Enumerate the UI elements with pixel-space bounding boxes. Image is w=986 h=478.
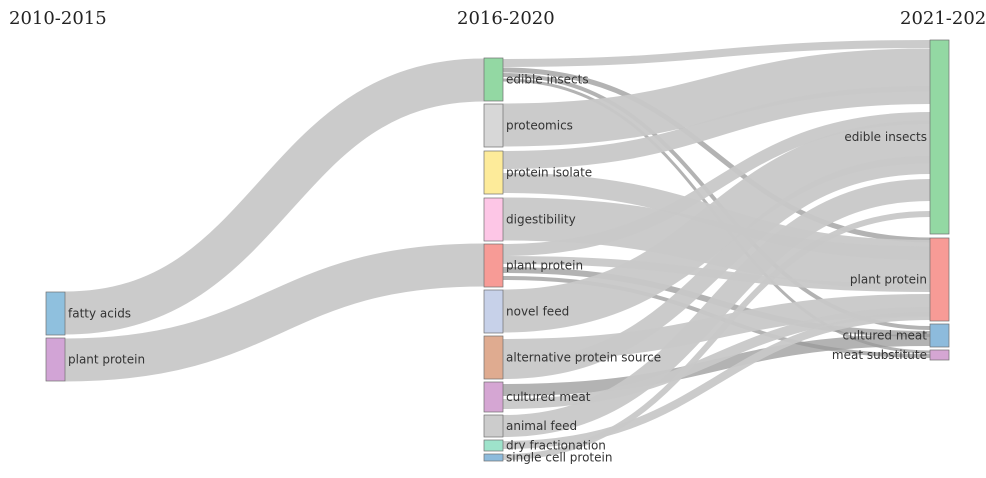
link-alternative_protein_source-to-plant_protein_2021 [502, 294, 931, 361]
flow-links [64, 40, 931, 460]
link-proteomics-to-edible_insects_2021 [502, 48, 931, 147]
node-plant_protein_2010 [45, 337, 66, 382]
link-cultured_meat-to-cultured_meat_2021 [502, 334, 931, 396]
node-label-novel_feed: novel feed [506, 305, 569, 319]
link-animal_feed-to-edible_insects_2021 [502, 179, 931, 437]
node-edible_insects [483, 57, 504, 102]
node-label-cultured_meat: cultured meat [506, 390, 591, 404]
node-label-animal_feed: animal feed [506, 419, 577, 433]
column-title-2021-2026: 2021-2026 [900, 8, 986, 29]
node-label-proteomics: proteomics [506, 119, 573, 133]
node-label-fatty_acids_2010: fatty acids [68, 307, 131, 321]
node-label-alternative_protein_source: alternative protein source [506, 351, 661, 365]
node-plant_protein [483, 243, 504, 288]
node-label-digestibility: digestibility [506, 213, 576, 227]
column-title-2016-2020: 2016-2020 [457, 8, 555, 29]
node-plant_protein_2021 [929, 237, 950, 322]
node-label-meat_substitute_2021: meat substitute [832, 348, 927, 362]
node-label-dry_fractionation: dry fractionation [506, 439, 606, 453]
node-single_cell_protein [483, 453, 504, 462]
link-plant_protein-to-edible_insects_2021 [502, 112, 931, 256]
node-label-single_cell_protein: single cell protein [506, 451, 612, 465]
node-cultured_meat_2021 [929, 323, 950, 348]
node-animal_feed [483, 414, 504, 438]
link-edible_insects-to-plant_protein_2021 [502, 67, 931, 243]
node-label-protein_isolate: protein isolate [506, 166, 592, 180]
column-title-2010-2015: 2010-2015 [9, 8, 107, 29]
link-alternative_protein_source-to-edible_insects_2021 [502, 156, 931, 379]
node-proteomics [483, 103, 504, 148]
node-label-plant_protein_2021: plant protein [850, 273, 927, 287]
node-cultured_meat [483, 381, 504, 413]
link-cultured_meat-to-plant_protein_2021 [502, 307, 931, 409]
node-fatty_acids_2010 [45, 291, 66, 336]
link-plant_protein_2010-to-plant_protein [64, 243, 485, 382]
node-label-plant_protein: plant protein [506, 259, 583, 273]
node-label-edible_insects: edible insects [506, 73, 589, 87]
node-protein_isolate [483, 150, 504, 195]
link-dry_fractionation-to-plant_protein_2021 [502, 312, 931, 449]
node-label-cultured_meat_2021: cultured meat [843, 329, 928, 343]
node-edible_insects_2021 [929, 39, 950, 235]
node-dry_fractionation [483, 439, 504, 452]
link-edible_insects-to-edible_insects_2021 [502, 40, 931, 67]
link-protein_isolate-to-edible_insects_2021 [502, 86, 931, 169]
node-label-plant_protein_2010: plant protein [68, 353, 145, 367]
link-single_cell_protein-to-edible_insects_2021 [502, 211, 931, 460]
link-novel_feed-to-edible_insects_2021 [502, 120, 931, 333]
node-label-edible_insects_2021: edible insects [844, 130, 927, 144]
flow-nodes: fatty acids plant protein edible insects pr… [45, 39, 950, 465]
node-alternative_protein_source [483, 335, 504, 380]
node-meat_substitute_2021 [929, 349, 950, 361]
link-fatty_acids_2010-to-edible_insects [64, 58, 485, 335]
node-digestibility [483, 197, 504, 242]
node-novel_feed [483, 289, 504, 334]
